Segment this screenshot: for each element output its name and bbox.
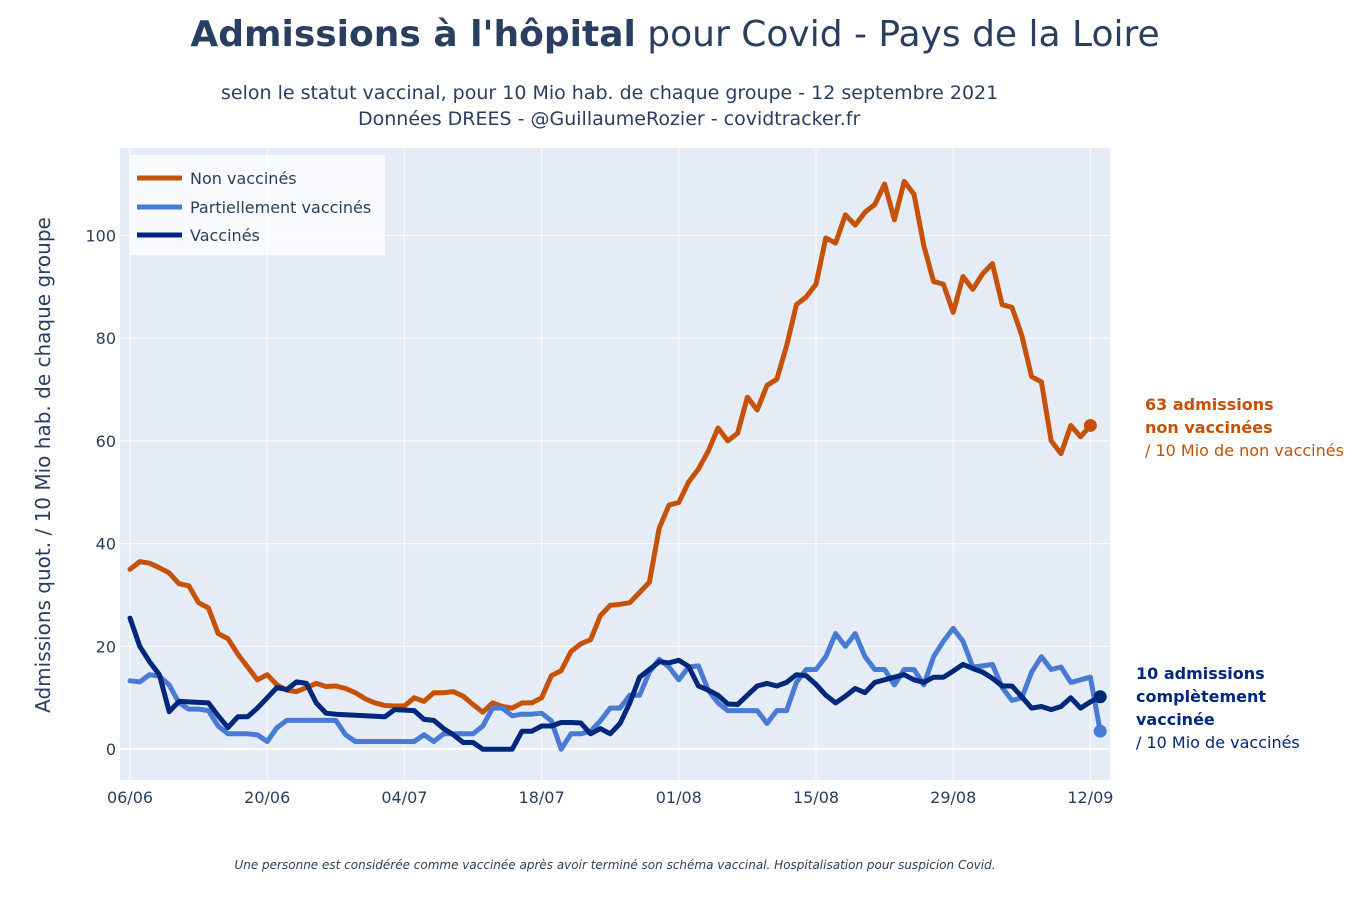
x-tick-label: 06/06 [107,788,153,807]
annotation-unvax-line3: / 10 Mio de non vaccinés [1145,441,1344,460]
series-line-partiellement-vaccines [127,625,1103,752]
x-tick-label: 12/09 [1067,788,1113,807]
chart-title-rest: pour Covid - Pays de la Loire [635,14,1160,55]
annotation-unvax-line1: 63 admissions [1145,395,1274,414]
series-line-vaccines [127,615,1103,752]
legend-label-partiellement-vaccines: Partiellement vaccinés [190,198,371,217]
legend-label-non-vaccines: Non vaccinés [190,169,297,188]
annotation-unvaccinated: 63 admissions non vaccinées / 10 Mio de … [1145,393,1344,462]
chart-title-bold: Admissions à l'hôpital [190,14,636,55]
end-markers [1083,418,1107,738]
y-tick-label: 0 [106,740,116,759]
end-marker-non-vaccines [1083,418,1097,432]
annotation-vax-line2: complètement vaccinée [1136,687,1266,729]
series-line-non-vaccines [127,178,1093,715]
x-tick-label: 01/08 [656,788,702,807]
x-tick-label: 29/08 [930,788,976,807]
chart-title: Admissions à l'hôpital pour Covid - Pays… [0,14,1350,55]
chart-subtitle-line1: selon le statut vaccinal, pour 10 Mio ha… [221,82,999,104]
y-axis-title: Admissions quot. / 10 Mio hab. de chaque… [31,217,55,713]
y-tick-label: 20 [96,637,116,656]
y-tick-label: 40 [96,535,116,554]
legend: Non vaccinés Partiellement vaccinés Vacc… [130,155,385,255]
annotation-unvax-line2: non vaccinées [1145,418,1273,437]
legend-label-vaccines: Vaccinés [190,226,260,245]
x-tick-label: 04/07 [381,788,427,807]
chart-subtitle-line2: Données DREES - @GuillaumeRozier - covid… [358,108,861,130]
y-tick-label: 80 [96,329,116,348]
series-lines [127,178,1103,752]
y-tick-labels: 0 20 40 60 80 100 [85,226,116,759]
end-marker-partiellement-vaccines [1093,724,1107,738]
y-tick-label: 100 [85,226,116,245]
end-marker-vaccines [1093,690,1107,704]
x-tick-label: 18/07 [519,788,565,807]
annotation-vaccinated: 10 admissions complètement vaccinée / 10… [1136,662,1350,754]
footnote: Une personne est considérée comme vaccin… [234,858,996,872]
x-tick-label: 20/06 [244,788,290,807]
x-tick-label: 15/08 [793,788,839,807]
annotation-vax-line3: / 10 Mio de vaccinés [1136,733,1300,752]
y-tick-label: 60 [96,432,116,451]
x-tick-labels: 06/06 20/06 04/07 18/07 01/08 15/08 29/08 12/09 [107,788,1114,807]
annotation-vax-line1: 10 admissions [1136,664,1265,683]
